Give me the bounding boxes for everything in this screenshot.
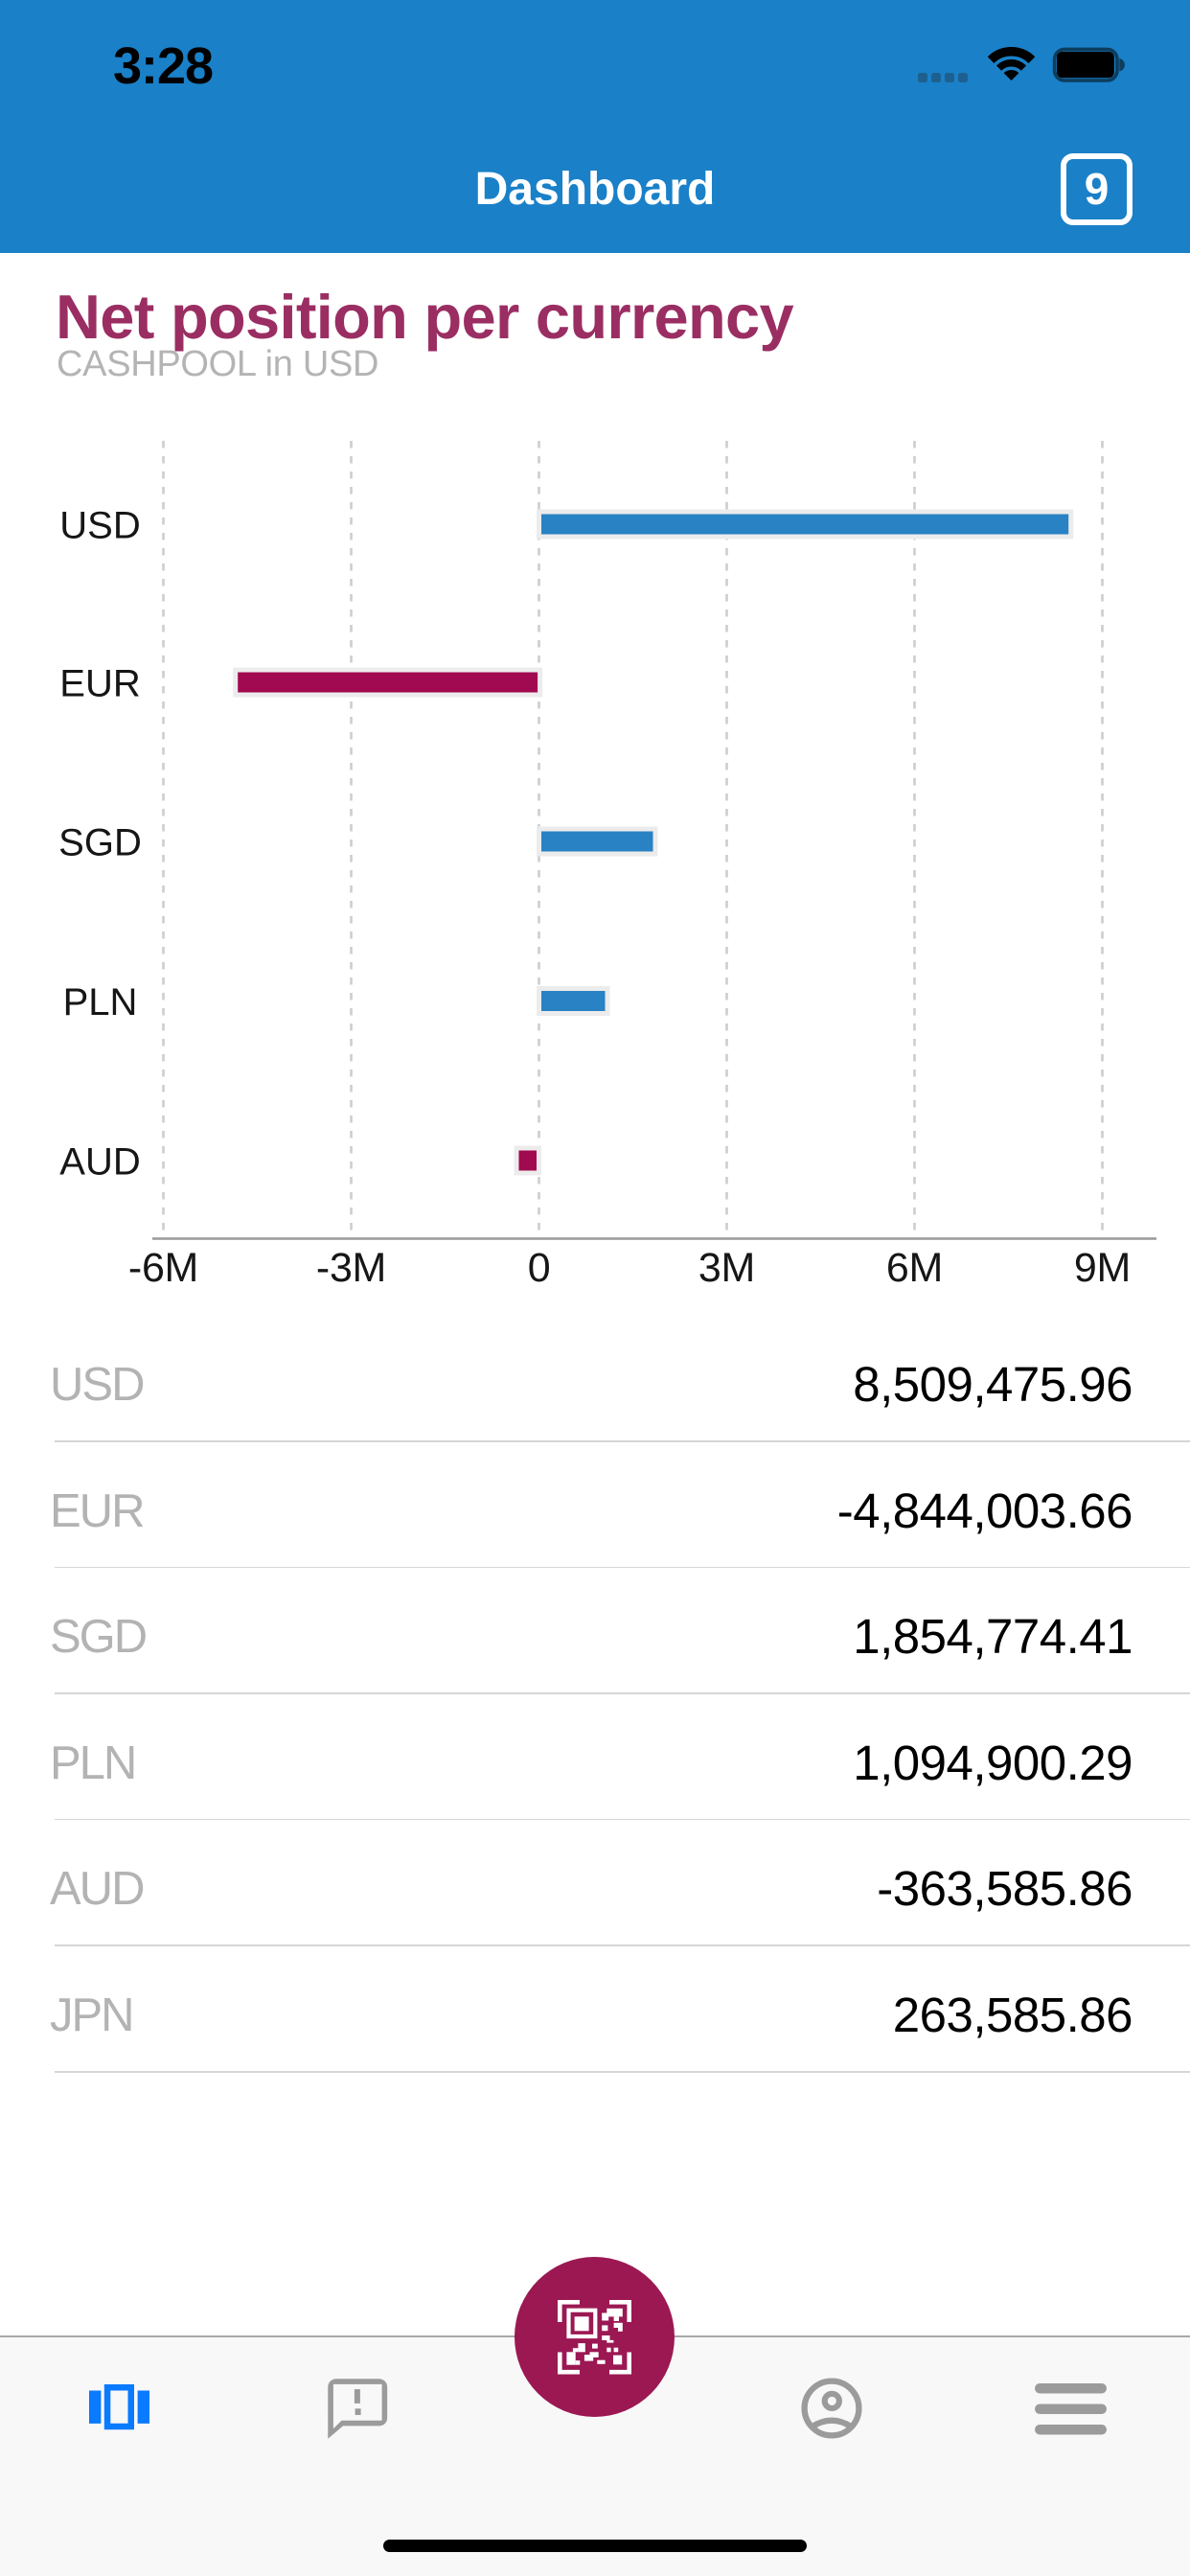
svg-text:EUR: EUR [59,662,140,704]
svg-text:3M: 3M [698,1245,755,1291]
svg-text:-3M: -3M [316,1245,386,1291]
svg-text:USD: USD [59,504,140,546]
svg-text:0: 0 [528,1245,551,1291]
svg-text:SGD: SGD [58,821,142,863]
svg-text:6M: 6M [886,1245,943,1291]
svg-text:-6M: -6M [128,1245,198,1291]
svg-text:9M: 9M [1074,1245,1131,1291]
svg-text:AUD: AUD [59,1140,140,1183]
svg-text:PLN: PLN [63,981,138,1024]
